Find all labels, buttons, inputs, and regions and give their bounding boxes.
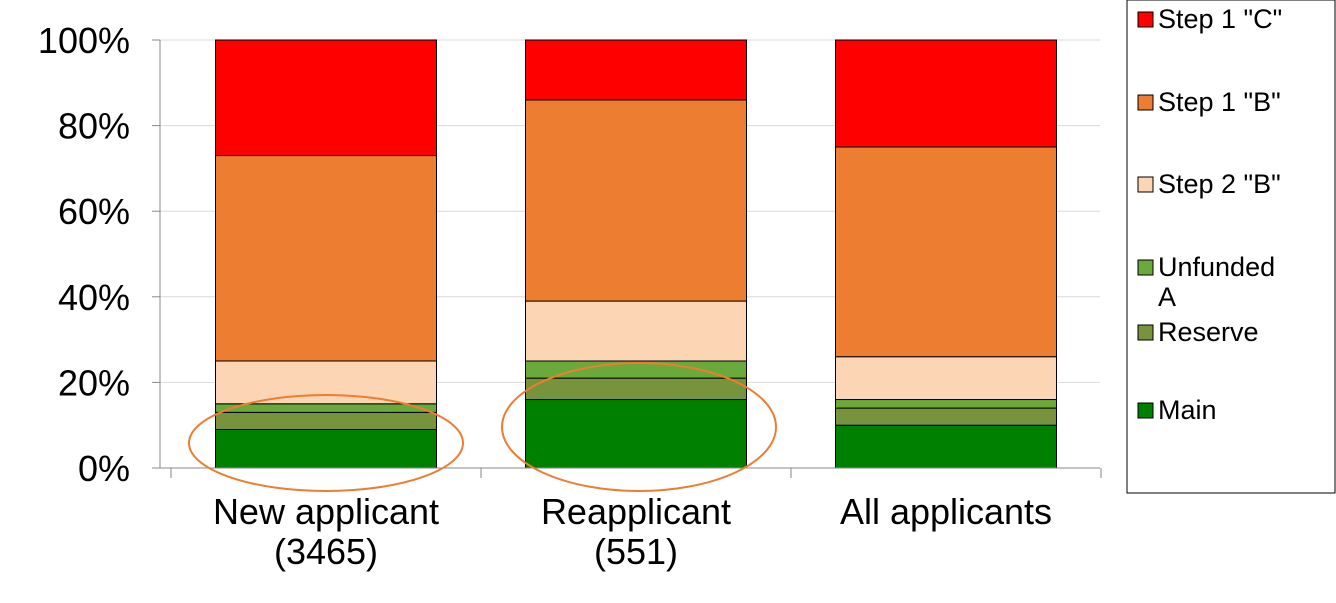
highlight-ellipse [188, 394, 464, 492]
bar-segment [525, 399, 747, 469]
bar-segment [835, 407, 1057, 426]
y-tick-label: 60% [58, 191, 130, 232]
y-tick-label: 20% [58, 362, 130, 403]
bar-segment [215, 155, 437, 362]
legend-label: Main [1158, 395, 1217, 425]
legend-swatch [1137, 176, 1154, 193]
bar-segment [835, 39, 1057, 148]
legend-swatch [1137, 11, 1154, 28]
legend-swatch [1137, 324, 1154, 341]
x-tick-label: Reapplicant (551) [540, 491, 732, 572]
legend-swatch [1137, 259, 1154, 276]
x-tick-label: All applicants [839, 491, 1053, 532]
legend-label: Unfunded A [1158, 252, 1276, 312]
legend-swatch [1137, 94, 1154, 111]
legend-box [1126, 0, 1336, 494]
bar-segment [835, 399, 1057, 409]
bar-segment [835, 424, 1057, 469]
y-tick-label: 80% [58, 106, 130, 147]
bar-segment [215, 360, 437, 405]
bar-segment [835, 356, 1057, 401]
bar-segment [525, 99, 747, 302]
bar-segment [525, 377, 747, 401]
legend-label: Reserve [1158, 317, 1259, 347]
y-tick-label: 0% [78, 448, 130, 489]
bar-segment [525, 300, 747, 362]
bar-segment [215, 39, 437, 157]
legend-label: Step 1 "B" [1158, 87, 1281, 117]
y-tick-label: 100% [38, 20, 130, 61]
y-tick-label: 40% [58, 277, 130, 318]
bar-segment [215, 428, 437, 469]
bar-segment [525, 39, 747, 101]
x-tick-label: New applicant (3465) [212, 491, 440, 572]
bar-segment [835, 146, 1057, 358]
bar-segment [215, 403, 437, 413]
bar-segment [215, 411, 437, 430]
legend-label: Step 2 "B" [1158, 169, 1281, 199]
highlight-ellipse [501, 362, 777, 492]
legend-swatch [1137, 402, 1154, 419]
legend-label: Step 1 "C" [1158, 4, 1283, 34]
